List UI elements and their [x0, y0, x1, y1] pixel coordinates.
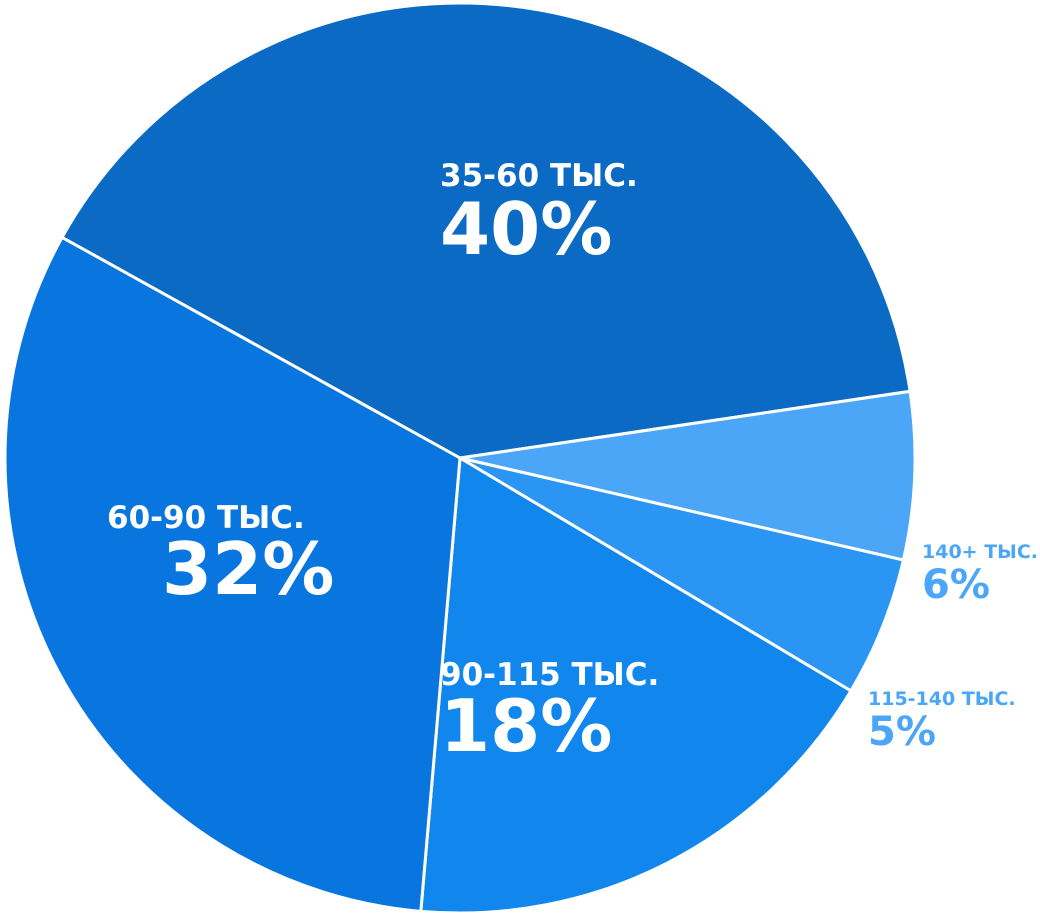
pie-slice-3 — [419, 456, 853, 915]
slice-category-label: 90-115 ТЫС. — [440, 657, 659, 693]
pie-slices — [3, 1, 917, 915]
slice-value-label: 18% — [440, 684, 612, 768]
pie-slice-1 — [458, 389, 917, 562]
slice-value-label: 6% — [922, 562, 990, 608]
slice-value-label: 32% — [162, 527, 334, 611]
slice-category-label: 140+ ТЫС. — [922, 541, 1038, 563]
pie-labels: 35-60 ТЫС.40% 140+ ТЫС.6% 115-140 ТЫС.5% 90… — [107, 158, 1038, 768]
pie-slice-4 — [3, 235, 462, 913]
slice-value-label: 40% — [440, 187, 612, 271]
pie-slice-0 — [60, 1, 912, 460]
slice-category-label: 60-90 ТЫС. — [107, 500, 305, 536]
slice-value-label: 5% — [868, 709, 936, 755]
slice-category-label: 115-140 ТЫС. — [868, 688, 1016, 710]
slice-category-label: 35-60 ТЫС. — [440, 158, 638, 194]
